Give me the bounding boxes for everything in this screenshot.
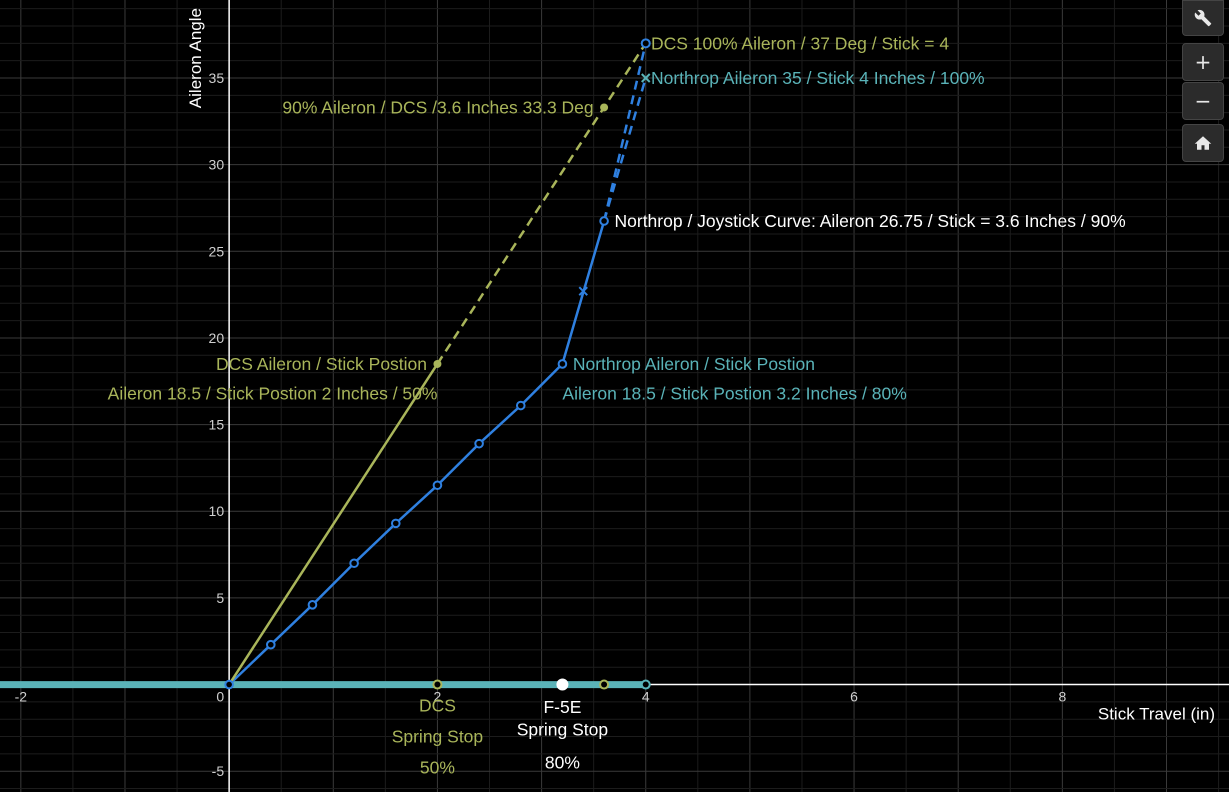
settings-button[interactable]: [1182, 0, 1224, 36]
annotation-label: Spring Stop: [517, 720, 608, 740]
cross-marker: [578, 286, 588, 296]
home-button[interactable]: [1182, 124, 1224, 162]
x-tick-label: -2: [15, 689, 28, 705]
annotation-label: Northrop / Joystick Curve: Aileron 26.75…: [615, 211, 1126, 231]
annotation-label: 80%: [545, 753, 580, 773]
annotation-label: Northrop Aileron / Stick Postion: [573, 354, 815, 374]
cross-marker: [641, 73, 651, 83]
annotation-label: F-5E: [543, 697, 581, 717]
wrench-icon: [1194, 9, 1212, 27]
data-point: [265, 639, 276, 650]
y-tick-label: 15: [209, 417, 225, 433]
data-point: [349, 558, 359, 569]
data-point: [390, 518, 401, 529]
tick-labels: -2 2 4 6 8 -5 5 10 15 20 25 30 35 0: [15, 70, 1067, 779]
annotation-label: 90% Aileron / DCS /3.6 Inches 33.3 Deg: [282, 97, 593, 117]
annotation-label: DCS Aileron / Stick Postion: [216, 354, 427, 374]
point-marker: [640, 679, 651, 690]
x-axis-label: Stick Travel (in): [1098, 705, 1215, 724]
series-line: [602, 43, 647, 222]
y-tick-label: -5: [212, 763, 225, 779]
annotation-label: Spring Stop: [392, 727, 483, 747]
data-point: [307, 600, 318, 610]
point-marker: [433, 359, 442, 368]
home-icon: [1194, 136, 1212, 150]
origin-tick-label: 0: [216, 689, 224, 705]
x-tick-label: 2: [434, 689, 442, 705]
data-point: [599, 216, 609, 226]
data-point: [515, 400, 526, 411]
x-tick-label: 8: [1058, 689, 1066, 705]
zoom-out-button[interactable]: −: [1182, 82, 1224, 120]
zoom-in-button[interactable]: +: [1182, 43, 1224, 81]
data-point: [557, 359, 568, 369]
point-marker: [599, 679, 610, 690]
y-tick-label: 10: [209, 503, 225, 519]
point-marker: [600, 103, 609, 112]
y-tick-label: 20: [209, 330, 225, 346]
series-line: [436, 42, 647, 365]
point-marker: [640, 38, 651, 49]
point-marker: [556, 678, 569, 691]
series-line: [227, 219, 606, 686]
markers-layer: [224, 38, 651, 691]
y-tick-label: 35: [209, 70, 225, 86]
annotation-label: Aileron 18.5 / Stick Postion 2 Inches / …: [108, 383, 438, 403]
annotation-label: 50%: [420, 758, 455, 778]
annotation-label: Northrop Aileron 35 / Stick 4 Inches / 1…: [651, 68, 985, 88]
x-tick-label: 6: [850, 689, 858, 705]
annotation-label: Aileron 18.5 / Stick Postion 3.2 Inches …: [562, 383, 906, 403]
annotations-layer: DCS 100% Aileron / 37 Deg / Stick = 4 Nor…: [108, 33, 1126, 777]
y-tick-label: 5: [216, 590, 224, 606]
point-marker: [432, 679, 443, 690]
annotation-label: DCS: [419, 695, 456, 715]
y-axis-label: Aileron Angle: [186, 8, 205, 108]
data-point: [432, 480, 443, 491]
y-tick-label: 30: [209, 157, 225, 173]
data-point: [224, 679, 234, 690]
annotation-label: DCS 100% Aileron / 37 Deg / Stick = 4: [651, 33, 949, 53]
x-tick-label: 4: [642, 689, 650, 705]
series-line: [227, 362, 439, 686]
y-tick-label: 25: [209, 243, 225, 259]
data-point: [474, 438, 484, 449]
series-line: [602, 77, 647, 222]
series-layer: [0, 42, 647, 689]
